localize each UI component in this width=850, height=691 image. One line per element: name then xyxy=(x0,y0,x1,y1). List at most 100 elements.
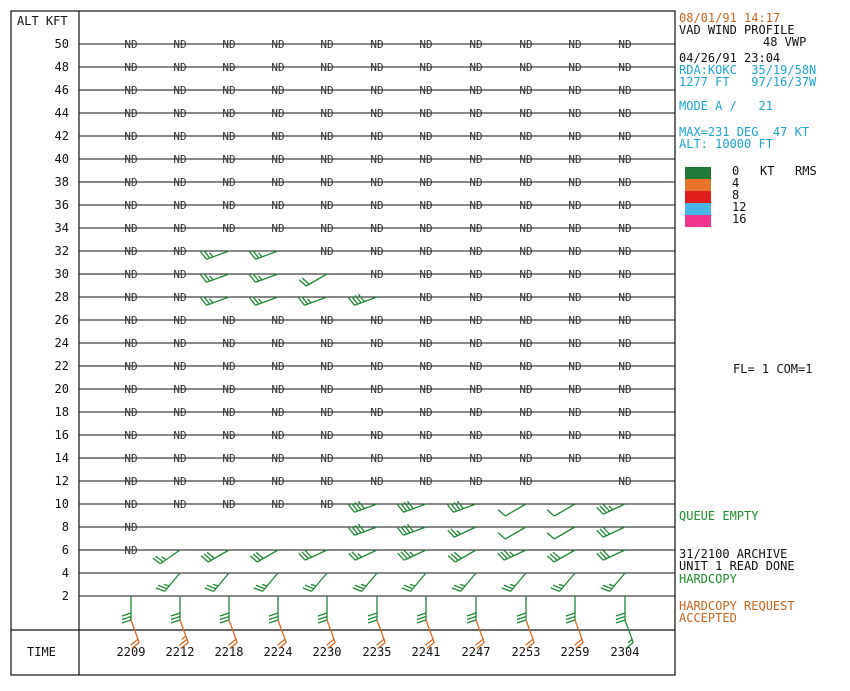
no-data-label: ND xyxy=(419,314,432,327)
altitude-tick-label: 44 xyxy=(55,106,69,120)
no-data-label: ND xyxy=(519,176,532,189)
legend-header-rms: RMS xyxy=(795,164,817,178)
no-data-label: ND xyxy=(469,38,482,51)
no-data-label: ND xyxy=(173,475,186,488)
wind-barb xyxy=(249,250,279,260)
no-data-label: ND xyxy=(320,130,333,143)
no-data-label: ND xyxy=(419,38,432,51)
wind-barb xyxy=(550,572,576,592)
no-data-label: ND xyxy=(271,383,284,396)
no-data-label: ND xyxy=(370,360,383,373)
legend-label: 8 xyxy=(732,188,740,202)
altitude-tick-label: 32 xyxy=(55,244,69,258)
no-data-label: ND xyxy=(173,38,186,51)
no-data-label: ND xyxy=(173,314,186,327)
no-data-label: ND xyxy=(124,429,137,442)
legend-label: 16 xyxy=(732,212,747,226)
altitude-tick-label: 8 xyxy=(62,520,69,534)
wind-barb xyxy=(425,619,435,649)
altitude-tick-label: 2 xyxy=(62,589,69,603)
no-data-label: ND xyxy=(271,406,284,419)
wind-barb xyxy=(501,572,527,592)
legend-header-kt: KT xyxy=(760,164,775,178)
altitude-tick-label: 6 xyxy=(62,543,69,557)
no-data-label: ND xyxy=(568,406,581,419)
no-data-label: ND xyxy=(419,337,432,350)
no-data-label: ND xyxy=(568,84,581,97)
no-data-label: ND xyxy=(271,452,284,465)
wind-barb xyxy=(219,596,230,624)
no-data-label: ND xyxy=(370,337,383,350)
no-data-label: ND xyxy=(618,452,631,465)
no-data-label: ND xyxy=(173,429,186,442)
no-data-label: ND xyxy=(618,199,631,212)
alt-line: ALT: 10000 FT xyxy=(679,137,773,151)
mode-line: MODE A / 21 xyxy=(679,99,773,113)
no-data-label: ND xyxy=(173,291,186,304)
wind-barb xyxy=(546,549,576,563)
no-data-label: ND xyxy=(124,360,137,373)
legend-swatch xyxy=(685,203,711,215)
wind-barb xyxy=(376,619,386,649)
wind-barb xyxy=(298,549,328,561)
no-data-label: ND xyxy=(173,222,186,235)
no-data-label: ND xyxy=(419,130,432,143)
no-data-label: ND xyxy=(370,452,383,465)
wind-barb xyxy=(155,572,181,592)
wind-barb xyxy=(397,549,427,561)
no-data-label: ND xyxy=(271,107,284,120)
wind-barb xyxy=(497,549,527,561)
no-data-label: ND xyxy=(124,452,137,465)
no-data-label: ND xyxy=(419,153,432,166)
time-tick-label: 2212 xyxy=(166,645,195,659)
altitude-tick-label: 28 xyxy=(55,290,69,304)
no-data-label: ND xyxy=(320,360,333,373)
no-data-label: ND xyxy=(173,61,186,74)
no-data-label: ND xyxy=(519,38,532,51)
no-data-label: ND xyxy=(469,314,482,327)
no-data-label: ND xyxy=(568,291,581,304)
no-data-label: ND xyxy=(370,153,383,166)
no-data-label: ND xyxy=(271,222,284,235)
altitude-tick-label: 20 xyxy=(55,382,69,396)
no-data-label: ND xyxy=(320,153,333,166)
no-data-label: ND xyxy=(469,245,482,258)
no-data-label: ND xyxy=(320,406,333,419)
no-data-label: ND xyxy=(222,222,235,235)
no-data-label: ND xyxy=(222,337,235,350)
no-data-label: ND xyxy=(271,498,284,511)
no-data-label: ND xyxy=(568,38,581,51)
no-data-label: ND xyxy=(173,107,186,120)
wind-barb xyxy=(352,572,378,592)
legend-swatch xyxy=(685,179,711,191)
no-data-label: ND xyxy=(618,107,631,120)
no-data-label: ND xyxy=(124,153,137,166)
no-data-label: ND xyxy=(469,360,482,373)
time-tick-label: 2224 xyxy=(264,645,293,659)
altitude-tick-label: 36 xyxy=(55,198,69,212)
wind-barb xyxy=(600,572,626,592)
no-data-label: ND xyxy=(568,61,581,74)
wind-barb xyxy=(596,503,626,515)
no-data-label: ND xyxy=(370,61,383,74)
no-data-label: ND xyxy=(320,199,333,212)
no-data-label: ND xyxy=(271,360,284,373)
hardcopy-status: HARDCOPY xyxy=(679,572,737,586)
no-data-label: ND xyxy=(124,245,137,258)
volume-time: 04/26/91 23:04 xyxy=(679,51,781,65)
altitude-tick-label: 22 xyxy=(55,359,69,373)
no-data-label: ND xyxy=(618,268,631,281)
no-data-label: ND xyxy=(320,429,333,442)
wind-barb xyxy=(152,549,181,565)
wind-barb xyxy=(298,273,328,287)
altitude-tick-label: 48 xyxy=(55,60,69,74)
no-data-label: ND xyxy=(124,107,137,120)
wind-barb xyxy=(546,503,576,517)
no-data-label: ND xyxy=(469,291,482,304)
no-data-label: ND xyxy=(271,153,284,166)
no-data-label: ND xyxy=(618,291,631,304)
no-data-label: ND xyxy=(618,84,631,97)
no-data-label: ND xyxy=(222,314,235,327)
no-data-label: ND xyxy=(519,61,532,74)
no-data-label: ND xyxy=(469,406,482,419)
